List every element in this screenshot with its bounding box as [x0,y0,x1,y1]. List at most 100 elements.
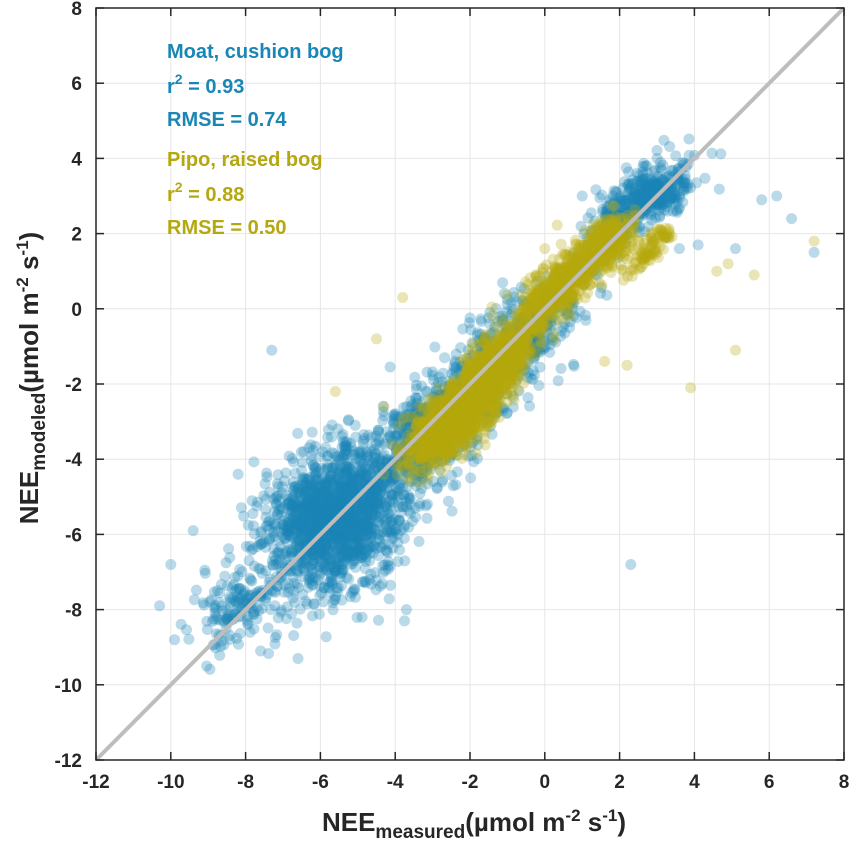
series-0-point-141 [356,533,368,545]
series-0-point-1260 [246,495,258,507]
series-0-point-1579 [317,564,329,576]
series-0-point-344 [339,548,351,560]
series-0-point-426 [333,527,344,538]
series-0-point-183 [317,487,329,498]
series-0-point-487 [329,562,341,574]
series-0-point-227 [306,500,318,512]
series-0-point-135 [362,520,373,532]
series-0-point-3429 [201,624,213,635]
series-0-point-1557 [342,415,354,427]
series-0-point-399 [276,487,288,499]
series-1-point-1134 [402,430,414,442]
series-0-point-212 [339,544,351,555]
series-0-point-3435 [231,632,242,644]
series-0-point-25 [276,481,288,493]
series-0-point-4 [335,496,347,508]
series-0-point-154 [316,502,328,514]
series-0-point-325 [321,493,333,505]
series-0-point-659 [385,579,396,591]
series-0-point-3430 [271,629,283,641]
series-0-point-48 [392,537,404,548]
series-0-point-2347 [446,470,458,481]
series-0-point-239 [311,550,323,561]
series-0-point-28 [324,576,336,588]
series-0-point-2716 [421,366,433,378]
series-0-point-122 [243,555,255,567]
series-0-point-97 [343,547,355,559]
series-0-point-486 [352,544,364,556]
series-0-point-1684 [318,489,329,500]
series-0-point-436 [286,453,298,464]
series-0-point-2123 [357,435,369,447]
series-0-point-424 [308,549,320,561]
series-0-point-101 [302,481,314,493]
series-0-point-337 [312,487,324,499]
series-0-point-27 [345,474,356,486]
series-0-point-209 [388,472,400,484]
series-0-point-455 [307,579,318,590]
series-0-point-425 [367,488,379,499]
series-0-point-173 [309,497,321,509]
series-0-point-3331 [262,622,274,634]
series-0-point-265 [337,477,349,489]
series-0-point-254 [280,489,292,501]
series-0-point-410 [361,496,373,508]
series-0-point-253 [349,555,360,566]
series-0-point-117 [357,499,369,510]
series-0-point-388 [341,522,353,534]
series-0-point-269 [345,516,357,528]
series-0-point-354 [369,502,381,514]
series-0-point-1384 [261,471,273,483]
series-0-point-485 [302,480,314,491]
series-0-point-1223 [306,426,318,438]
series-0-point-168 [336,530,348,542]
series-0-point-107 [299,519,311,531]
series-0-point-156 [296,531,308,543]
series-0-point-58 [290,514,302,526]
series-0-point-198 [334,518,346,529]
series-1-point-1011 [433,382,445,394]
series-0-point-250 [359,526,371,538]
series-0-point-140 [306,549,318,561]
series-0-point-37 [350,505,362,517]
series-0-point-3469 [292,653,304,664]
series-0-point-3421 [220,557,232,569]
series-0-point-490 [295,446,307,458]
series-0-point-347 [323,543,334,555]
series-0-point-243 [358,576,370,588]
series-0-point-1432 [255,538,267,550]
series-0-point-80 [322,503,334,515]
series-0-point-105 [374,529,385,541]
series-0-point-197 [338,528,350,540]
series-0-point-26 [323,502,335,514]
series-0-point-3463 [154,600,166,612]
series-0-point-1622 [223,543,235,555]
series-0-point-1688 [365,578,377,590]
series-0-point-2014 [429,341,441,353]
series-0-point-493 [308,553,320,565]
series-0-point-249 [369,460,381,472]
series-1-point-1290 [418,451,430,463]
series-0-point-3473 [756,194,768,206]
series-0-point-246 [325,558,337,570]
series-0-point-481 [300,501,311,513]
series-0-point-321 [329,481,341,493]
series-0-point-166 [367,490,379,502]
series-0-point-256 [349,510,361,522]
series-0-point-407 [358,496,369,507]
series-0-point-301 [304,514,316,525]
series-0-point-1668 [370,498,382,510]
series-0-point-38 [264,515,276,527]
series-0-point-279 [254,535,266,547]
series-0-point-125 [373,502,385,513]
series-0-point-126 [340,440,352,452]
series-0-point-272 [372,481,384,493]
series-0-point-371 [307,558,319,570]
series-0-point-3452 [242,619,254,631]
series-0-point-330 [306,508,318,520]
series-0-point-20 [399,519,411,531]
series-0-point-91 [307,497,319,509]
series-0-point-472 [389,487,401,499]
series-0-point-103 [313,561,325,573]
